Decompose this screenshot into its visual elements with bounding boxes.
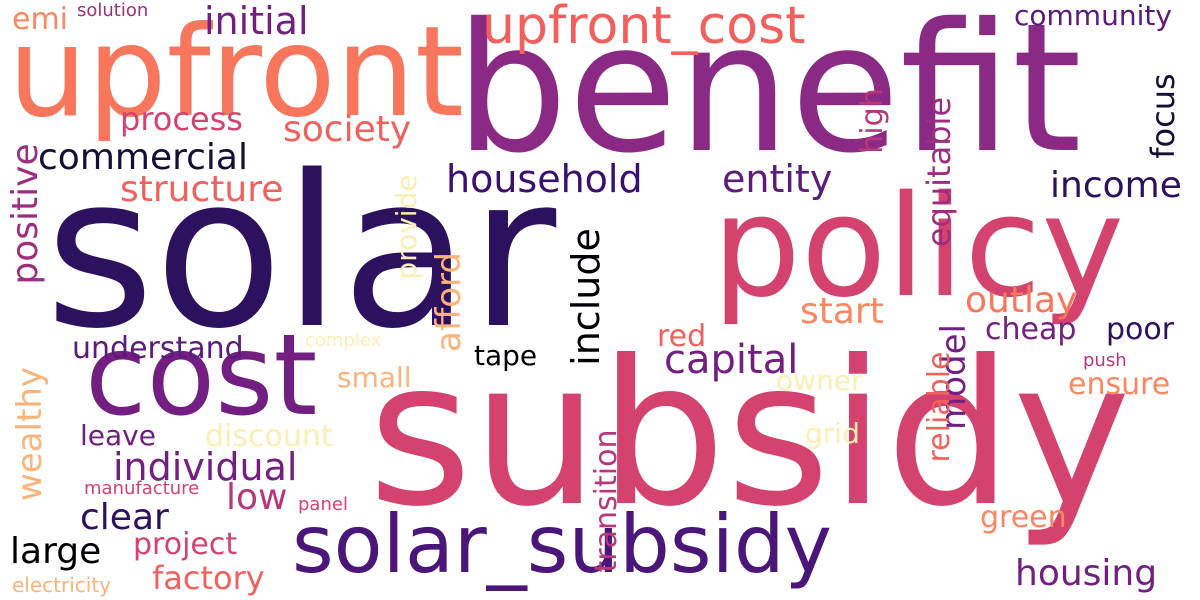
word: understand: [72, 331, 244, 366]
word: commercial: [38, 137, 248, 178]
word: clear: [80, 497, 169, 538]
word: provide: [390, 174, 423, 280]
word: subsidy: [368, 318, 1131, 551]
word: wealthy: [10, 367, 50, 502]
word: transition: [589, 429, 624, 573]
word: emi: [12, 2, 69, 37]
word: poor: [1106, 312, 1175, 347]
word: cost: [85, 311, 318, 441]
word: owner: [776, 364, 863, 397]
word: household: [446, 157, 643, 201]
word: panel: [298, 494, 348, 515]
word: structure: [120, 169, 284, 210]
word: small: [337, 361, 412, 394]
word: outlay: [965, 280, 1078, 321]
word: project: [133, 527, 238, 562]
word: push: [1083, 350, 1127, 371]
word: income: [1050, 165, 1182, 206]
word: solar_subsidy: [292, 498, 832, 591]
word: tape: [474, 339, 538, 372]
word: cheap: [985, 312, 1077, 347]
word: process: [120, 100, 243, 138]
word: equitable: [920, 96, 958, 248]
word: electricity: [12, 573, 112, 597]
word: include: [564, 228, 608, 366]
word: solution: [77, 0, 149, 21]
word: initial: [204, 0, 309, 43]
word: upfront_cost: [482, 0, 806, 56]
word: high: [855, 88, 890, 154]
word: factory: [152, 559, 265, 597]
word: complex: [305, 330, 382, 351]
word: housing: [1015, 553, 1158, 594]
word: community: [1014, 0, 1172, 32]
word: grid: [805, 417, 860, 450]
word: upfront: [8, 0, 464, 145]
word: individual: [113, 445, 298, 489]
word: policy: [712, 166, 1125, 329]
word: green: [980, 500, 1067, 535]
word: entity: [722, 157, 833, 201]
word: red: [657, 319, 707, 354]
word: focus: [1144, 73, 1182, 159]
word: manufacture: [84, 478, 200, 499]
word: large: [10, 531, 102, 572]
word: solar: [45, 130, 557, 375]
word: positive: [5, 143, 46, 285]
word: ensure: [1068, 367, 1171, 402]
word: reliable: [922, 351, 957, 463]
word: start: [800, 291, 884, 332]
word: society: [283, 109, 412, 150]
word: low: [226, 477, 288, 518]
word: discount: [205, 419, 333, 454]
word: afford: [429, 251, 469, 353]
word: leave: [80, 419, 156, 452]
word: capital: [664, 337, 799, 383]
word: benefit: [455, 0, 1082, 192]
